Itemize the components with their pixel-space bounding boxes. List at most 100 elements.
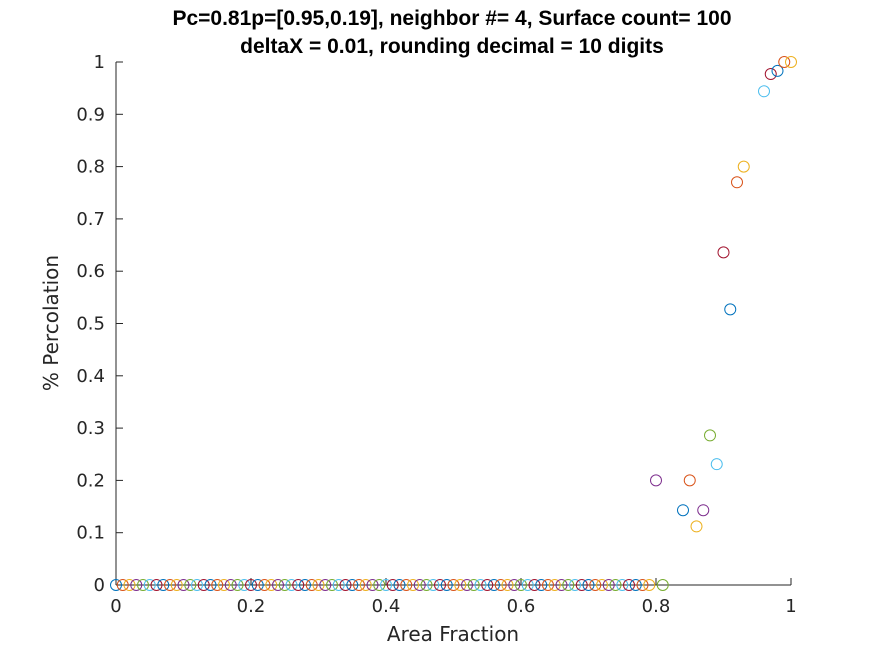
data-point — [602, 579, 615, 591]
data-point — [420, 579, 433, 591]
data-point — [683, 474, 696, 487]
y-tick-label: 0.9 — [76, 104, 105, 125]
data-point — [562, 579, 575, 591]
data-point — [434, 579, 446, 591]
data-point — [191, 579, 203, 591]
data-point — [650, 474, 662, 487]
y-tick-label: 0.5 — [76, 314, 105, 335]
data-point — [123, 579, 136, 591]
data-point — [204, 579, 217, 591]
data-point — [326, 579, 338, 591]
data-point — [575, 579, 588, 591]
data-point — [305, 579, 318, 591]
y-tick-label: 0.3 — [76, 418, 105, 439]
data-point — [359, 579, 372, 591]
data-point — [258, 579, 271, 591]
data-point — [555, 579, 568, 591]
data-point — [251, 579, 264, 591]
y-tick-label: 0.4 — [76, 366, 105, 387]
data-point — [494, 579, 507, 591]
data-point — [697, 504, 710, 517]
data-point — [785, 56, 797, 68]
data-point — [245, 579, 257, 591]
data-point — [758, 85, 770, 98]
data-point — [407, 579, 419, 591]
data-point — [454, 579, 467, 591]
data-point — [461, 579, 473, 591]
x-tick-label: 0 — [110, 596, 121, 617]
data-point — [481, 579, 494, 591]
data-point — [724, 303, 737, 316]
data-point — [467, 579, 480, 591]
data-point — [447, 579, 460, 591]
data-point — [589, 579, 602, 591]
y-tick-label: 1 — [94, 52, 105, 73]
data-point — [272, 579, 284, 591]
y-tick-label: 0.1 — [76, 523, 105, 544]
data-point — [386, 579, 399, 591]
chart-title-line-2: deltaX = 0.01, rounding decimal = 10 dig… — [240, 35, 664, 58]
data-point — [380, 579, 392, 591]
data-point — [778, 56, 791, 68]
data-point — [157, 579, 170, 591]
data-point — [137, 579, 149, 591]
data-point — [677, 504, 689, 517]
data-point — [440, 579, 453, 591]
data-point — [690, 520, 703, 533]
data-point — [292, 579, 305, 591]
y-tick-label: 0 — [94, 575, 105, 596]
x-tick-label: 1 — [785, 596, 796, 617]
data-point — [596, 579, 608, 591]
data-point — [197, 579, 210, 591]
data-point — [710, 458, 723, 471]
data-point — [413, 579, 426, 591]
data-point — [393, 579, 406, 591]
y-tick-label: 0.7 — [76, 209, 105, 230]
chart-title-line-1: Pc=0.81p=[0.95,0.19], neighbor #= 4, Sur… — [172, 7, 731, 30]
data-point — [488, 579, 500, 591]
data-point — [299, 579, 311, 591]
data-point — [731, 176, 743, 189]
data-point — [366, 579, 379, 591]
data-point — [319, 579, 332, 591]
x-tick-label: 0.4 — [372, 596, 401, 617]
data-point — [373, 579, 386, 591]
data-point — [704, 429, 716, 442]
data-point — [332, 579, 345, 591]
data-point — [218, 579, 230, 591]
data-point — [231, 579, 244, 591]
data-point — [609, 579, 622, 591]
data-point — [339, 579, 352, 591]
data-point — [569, 579, 581, 591]
data-point — [582, 579, 595, 591]
data-point — [400, 579, 413, 591]
data-point — [535, 579, 548, 591]
data-point — [501, 579, 514, 591]
data-point — [184, 579, 197, 591]
y-tick-label: 0.6 — [76, 261, 105, 282]
data-point — [616, 579, 629, 591]
data-point — [116, 579, 129, 591]
data-point — [224, 579, 237, 591]
data-point — [130, 579, 143, 591]
data-point — [238, 579, 251, 591]
data-markers — [110, 56, 797, 591]
data-point — [521, 579, 534, 591]
data-point — [110, 579, 122, 591]
data-point — [764, 68, 777, 81]
y-tick-label: 0.8 — [76, 157, 105, 178]
y-axis-label: % Percolation — [39, 255, 63, 391]
data-point — [285, 579, 298, 591]
y-tick-label: 0.2 — [76, 470, 105, 491]
x-tick-label: 0.2 — [237, 596, 266, 617]
data-point — [211, 579, 224, 591]
y-ticks: 0 0.1 0.2 0.3 0.4 0.5 0.6 0.7 0.8 0.9 1 — [76, 52, 123, 596]
data-point — [771, 64, 784, 77]
data-point — [150, 579, 163, 591]
data-point — [164, 579, 176, 591]
data-point — [170, 579, 183, 591]
data-point — [515, 579, 527, 591]
data-point — [643, 579, 656, 591]
